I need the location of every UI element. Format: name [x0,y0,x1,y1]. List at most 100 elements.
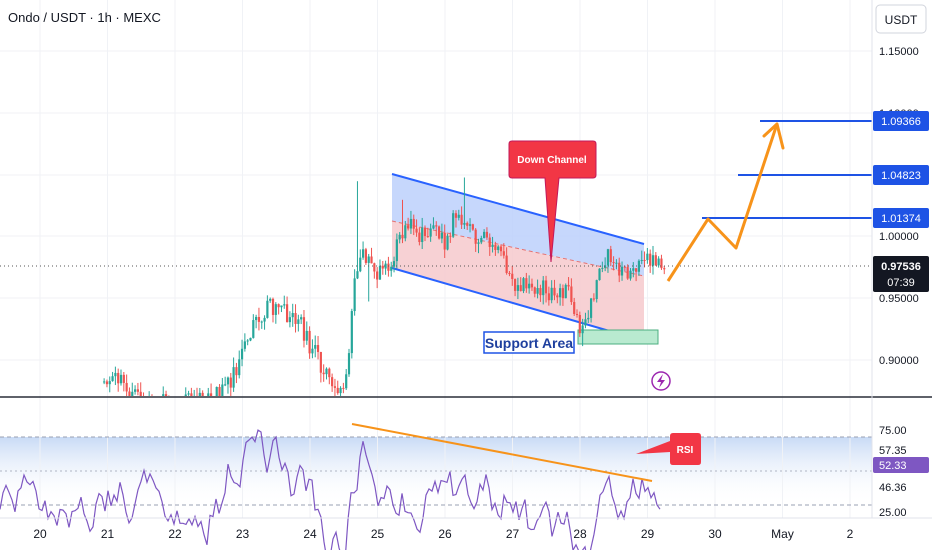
candle-body[interactable] [415,228,418,233]
candle-body[interactable] [519,285,522,292]
candle-body[interactable] [378,265,382,280]
candle-body[interactable] [297,319,300,324]
candle-body[interactable] [325,368,328,375]
candle-body[interactable] [550,287,553,301]
candle-body[interactable] [553,287,556,296]
candle-body[interactable] [632,268,635,271]
candle-body[interactable] [302,317,306,341]
candle-body[interactable] [356,271,359,279]
candle-body[interactable] [187,393,190,395]
projection-arrow[interactable] [666,123,779,282]
candle-body[interactable] [575,313,579,316]
candle-body[interactable] [612,262,615,264]
candle-body[interactable] [235,367,238,376]
candle-body[interactable] [437,226,441,239]
candle-body[interactable] [381,265,384,269]
candle-body[interactable] [606,249,610,266]
candle-body[interactable] [350,311,353,354]
candle-body[interactable] [449,235,452,237]
candle-body[interactable] [646,253,649,261]
candle-body[interactable] [285,304,289,323]
candles[interactable] [103,177,666,396]
candle-body[interactable] [604,265,607,268]
rsi-value-badge[interactable] [873,457,929,473]
candle-body[interactable] [328,368,331,378]
candle-body[interactable] [108,381,111,385]
candle-body[interactable] [215,386,218,396]
candle-body[interactable] [240,348,244,360]
candle-body[interactable] [252,320,255,338]
candle-body[interactable] [263,317,266,322]
candle-body[interactable] [657,258,660,266]
rsi-callout[interactable]: RSI [636,433,701,465]
currency-button-frame[interactable] [875,4,927,34]
candle-body[interactable] [162,394,165,396]
candle-body[interactable] [570,286,573,303]
candle-body[interactable] [392,261,396,267]
candle-body[interactable] [224,384,227,386]
candle-body[interactable] [387,263,390,271]
candle-body[interactable] [654,255,657,266]
candle-body[interactable] [497,246,500,250]
support-area-box[interactable] [577,329,659,345]
candle-body[interactable] [454,213,458,218]
candle-body[interactable] [556,295,559,298]
candle-body[interactable] [491,244,494,247]
candle-body[interactable] [559,288,562,298]
candle-body[interactable] [626,267,629,279]
candle-body[interactable] [471,224,474,230]
candle-body[interactable] [229,377,232,388]
candle-body[interactable] [460,214,463,225]
candle-body[interactable] [249,337,252,341]
candle-body[interactable] [125,382,128,392]
candle-body[interactable] [587,317,590,320]
candle-body[interactable] [502,251,505,256]
candle-body[interactable] [457,214,460,218]
candle-body[interactable] [412,218,415,229]
rsi-trendline[interactable] [351,423,653,482]
candle-body[interactable] [359,257,362,272]
channel-top-line[interactable] [391,173,645,245]
candle-body[interactable] [246,340,249,342]
candle-body[interactable] [367,256,370,263]
candle-body[interactable] [314,345,317,349]
candle-body[interactable] [567,284,570,287]
candle-body[interactable] [111,376,114,382]
candle-body[interactable] [598,268,601,281]
candle-body[interactable] [269,298,272,301]
candle-body[interactable] [373,263,376,272]
candle-body[interactable] [584,319,587,326]
candle-body[interactable] [311,348,314,354]
candle-body[interactable] [637,260,641,272]
candle-body[interactable] [401,234,404,239]
candle-body[interactable] [564,284,567,299]
candle-body[interactable] [190,393,193,396]
candle-body[interactable] [463,222,466,225]
candle-body[interactable] [516,285,519,291]
rsi-line[interactable] [0,429,661,555]
candle-body[interactable] [336,387,339,394]
candle-body[interactable] [271,298,275,315]
candle-body[interactable] [452,213,455,237]
candle-body[interactable] [376,271,379,280]
candle-body[interactable] [243,341,246,349]
candle-body[interactable] [316,345,320,353]
candle-body[interactable] [133,389,137,392]
candle-body[interactable] [429,228,432,237]
candle-body[interactable] [395,239,398,262]
lightning-icon[interactable] [651,371,671,391]
candle-body[interactable] [629,270,632,279]
candle-body[interactable] [122,374,125,383]
candle-body[interactable] [232,367,235,388]
candle-body[interactable] [440,232,443,239]
level-badge-2[interactable] [873,165,929,185]
candle-body[interactable] [539,288,542,296]
candle-body[interactable] [257,316,261,322]
candle-body[interactable] [345,374,348,389]
candle-body[interactable] [592,298,595,300]
candle-body[interactable] [423,227,427,237]
candle-body[interactable] [474,229,477,244]
candle-body[interactable] [589,298,593,318]
candle-body[interactable] [544,280,548,294]
candle-body[interactable] [446,235,449,250]
